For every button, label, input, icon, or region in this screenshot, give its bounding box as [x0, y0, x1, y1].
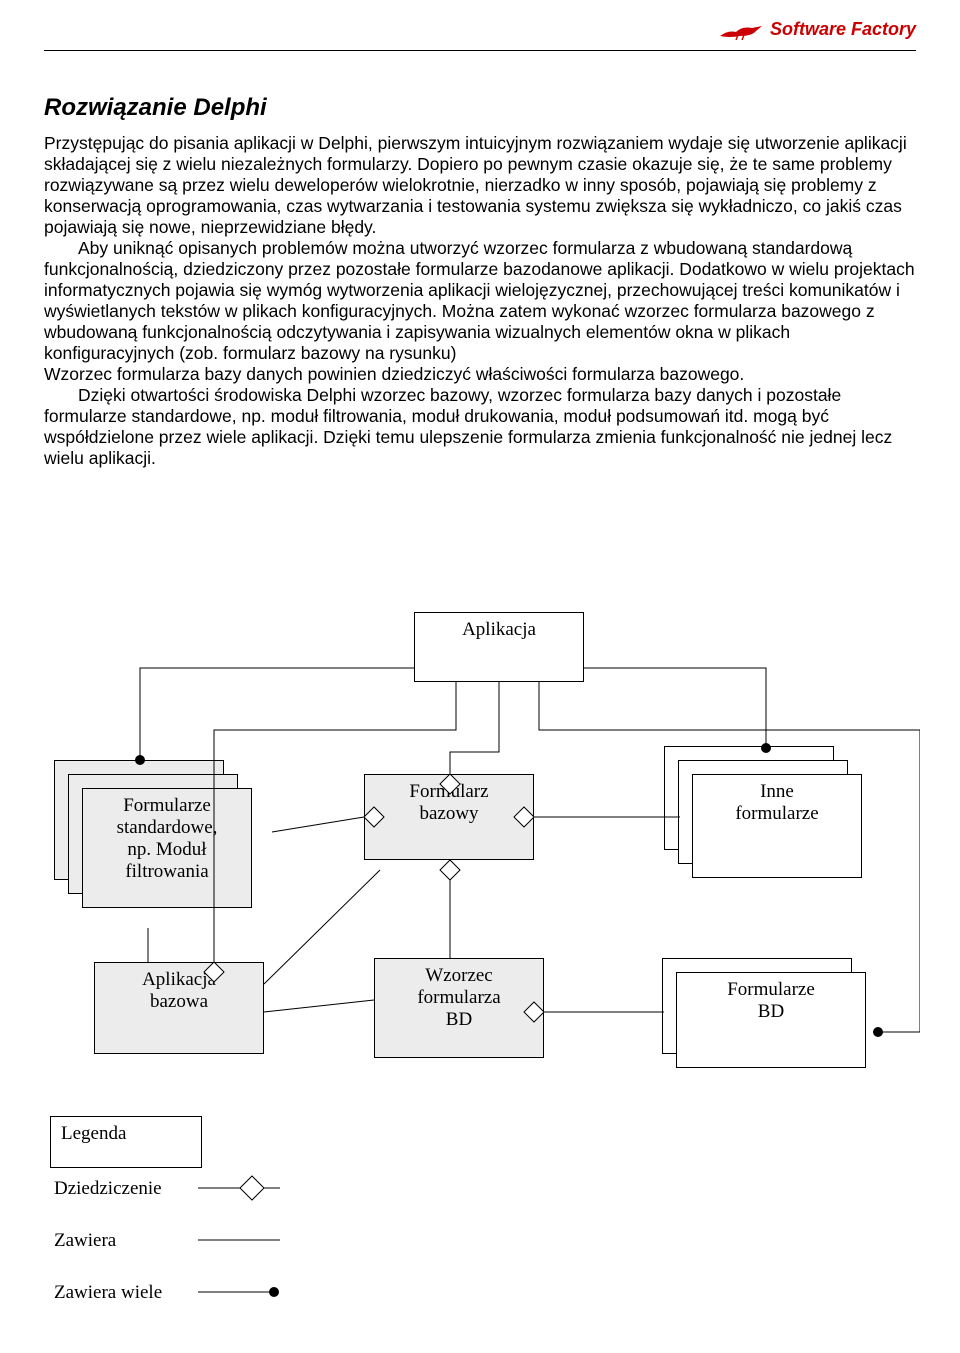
legend: Legenda: [50, 1116, 202, 1168]
para-4: Dzięki otwartości środowiska Delphi wzor…: [44, 385, 916, 469]
para-3: Wzorzec formularza bazy danych powinien …: [44, 364, 916, 385]
brand-name: Software Factory: [770, 19, 916, 40]
node-inne-formularze: Inneformularze: [664, 746, 862, 878]
legend-item-contains-many: Zawiera wiele: [54, 1282, 162, 1304]
para-1: Przystępując do pisania aplikacji w Delp…: [44, 133, 916, 238]
legend-item-contains: Zawiera: [54, 1230, 116, 1252]
node-formularze-bd: FormularzeBD: [662, 958, 866, 1068]
heading: Rozwiązanie Delphi: [44, 94, 916, 123]
node-wzorzec-formularza-bd: WzorzecformularzaBD: [374, 958, 544, 1058]
node-aplikacja-bazowa: Aplikacjabazowa: [94, 962, 264, 1054]
legend-title: Legenda: [61, 1123, 126, 1144]
brand-logo: Software Factory: [718, 18, 916, 40]
diagram: Aplikacja Formularzbazowy Formularzestan…: [40, 612, 920, 1342]
node-formularz-bazowy: Formularzbazowy: [364, 774, 534, 860]
legend-item-inherit: Dziedziczenie: [54, 1178, 162, 1200]
header-divider: [44, 50, 916, 51]
document-body: Rozwiązanie Delphi Przystępując do pisan…: [44, 94, 916, 469]
node-aplikacja: Aplikacja: [414, 612, 584, 682]
node-formularze-standardowe: Formularzestandardowe,np. Modułfiltrowan…: [54, 760, 252, 908]
para-2: Aby uniknąć opisanych problemów można ut…: [44, 238, 916, 364]
bird-icon: [718, 18, 764, 40]
